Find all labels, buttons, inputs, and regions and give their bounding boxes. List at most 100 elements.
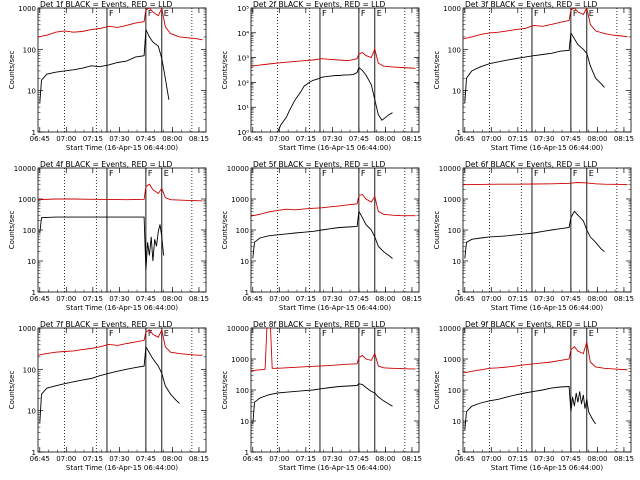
x-tick-label: 08:15 [402,295,422,303]
events-rate-line [252,209,393,259]
y-tick-label: 100 [23,227,36,235]
y-axis-label: Counts/sec [433,211,441,250]
x-tick-label: 06:45 [30,455,50,463]
x-tick-label: 07:15 [83,295,103,303]
interval-label: F [109,9,114,18]
x-tick-label: 07:15 [83,455,103,463]
interval-label: F [322,169,327,178]
y-tick-label: 1000 [443,196,461,204]
plot-frame [462,327,632,453]
y-tick-label: 10 [27,408,36,416]
x-tick-label: 07:30 [322,135,342,143]
x-tick-label: 07:15 [296,295,316,303]
x-axis-label: Start Time (16-Apr-15 06:44:00) [66,304,178,312]
x-tick-label: 08:00 [162,455,182,463]
x-tick-label: 08:00 [587,295,607,303]
x-tick-label: 08:15 [189,135,209,143]
x-tick-label: 07:30 [109,295,129,303]
plot-title: Det 2f BLACK = Events, RED = LLD [253,0,386,9]
x-tick-label: 08:00 [162,295,182,303]
interval-label: F [534,169,539,178]
y-tick-label: 100 [236,387,249,395]
y-tick-label: 10 [27,258,36,266]
x-tick-label: 06:45 [455,295,475,303]
x-tick-label: 06:45 [30,295,50,303]
y-tick-label: 10 [27,88,36,96]
y-tick-label: 1000 [18,196,36,204]
events-rate-line [252,383,393,425]
plot-frame [37,327,207,453]
y-tick-label: 100 [23,46,36,54]
plot-title: Det 9f BLACK = Events, RED = LLD [465,320,598,329]
y-axis-label: Counts/sec [433,51,441,90]
plot-panel-4: Det 4f BLACK = Events, RED = LLD 1 10 100 10… [8,160,209,312]
x-tick-label: 08:00 [375,455,395,463]
plot-title: Det 6f BLACK = Events, RED = LLD [465,160,598,169]
x-tick-label: 07:30 [322,455,342,463]
interval-label: F [573,9,578,18]
lld-rate-line [38,328,203,356]
interval-label: E [164,169,169,178]
x-tick-label: 08:15 [402,135,422,143]
interval-label: F [361,329,366,338]
y-tick-label: 10 [452,418,461,426]
lld-rate-line [251,193,416,217]
plot-frame [250,327,420,453]
plot-frame [37,167,207,293]
interval-label: F [322,329,327,338]
plot-panel-9: Det 9f BLACK = Events, RED = LLD 1 10 100 10… [433,320,634,472]
interval-label: F [361,169,366,178]
lld-rate-line [463,182,628,186]
x-tick-label: 07:15 [508,295,528,303]
x-tick-label: 07:00 [56,135,76,143]
y-axis-label: Counts/sec [8,211,16,250]
x-axis-label: Start Time (16-Apr-15 06:44:00) [66,464,178,472]
x-tick-label: 07:00 [269,135,289,143]
x-tick-label: 08:00 [587,455,607,463]
plot-title: Det 4f BLACK = Events, RED = LLD [40,160,173,169]
y-tick-label: 1 [245,449,249,457]
x-tick-label: 07:45 [136,295,156,303]
y-tick-label: 10⁴ [237,30,249,38]
interval-label: E [377,9,382,18]
x-tick-label: 07:45 [349,295,369,303]
x-tick-label: 07:00 [481,135,501,143]
y-axis-label: Counts/sec [8,371,16,410]
interval-label: E [164,9,169,18]
x-tick-label: 06:45 [30,135,50,143]
x-tick-label: 07:30 [534,295,554,303]
y-tick-label: 1000 [18,5,36,13]
x-tick-label: 07:45 [561,455,581,463]
x-tick-label: 07:30 [534,455,554,463]
events-rate-line [39,27,170,104]
lld-rate-line [463,8,628,40]
y-tick-label: 10³ [237,55,249,63]
events-rate-line [39,216,165,271]
y-tick-label: 100 [448,227,461,235]
y-tick-label: 100 [236,227,249,235]
x-tick-label: 07:00 [269,455,289,463]
x-tick-label: 06:45 [243,455,263,463]
x-tick-label: 08:15 [614,295,634,303]
y-tick-label: 100 [448,46,461,54]
plot-panel-2: Det 2f BLACK = Events, RED = LLD 10⁰ 10¹ 10… [221,0,422,152]
plot-frame [462,7,632,133]
x-tick-label: 06:45 [455,135,475,143]
x-tick-label: 07:00 [481,455,501,463]
events-rate-line [464,31,605,104]
x-tick-label: 07:30 [534,135,554,143]
lld-rate-line [251,47,416,69]
y-tick-label: 1 [32,449,36,457]
y-axis-label: Counts/sec [221,51,229,90]
y-axis-label: Counts/sec [8,51,16,90]
interval-label: E [589,329,594,338]
x-tick-label: 07:30 [109,135,129,143]
y-tick-label: 1 [457,289,461,297]
y-tick-label: 10000 [14,165,36,173]
y-tick-label: 10000 [439,325,461,333]
x-tick-label: 07:45 [561,295,581,303]
y-tick-label: 1000 [443,5,461,13]
y-tick-label: 1000 [443,356,461,364]
interval-label: F [109,169,114,178]
x-tick-label: 06:45 [243,295,263,303]
